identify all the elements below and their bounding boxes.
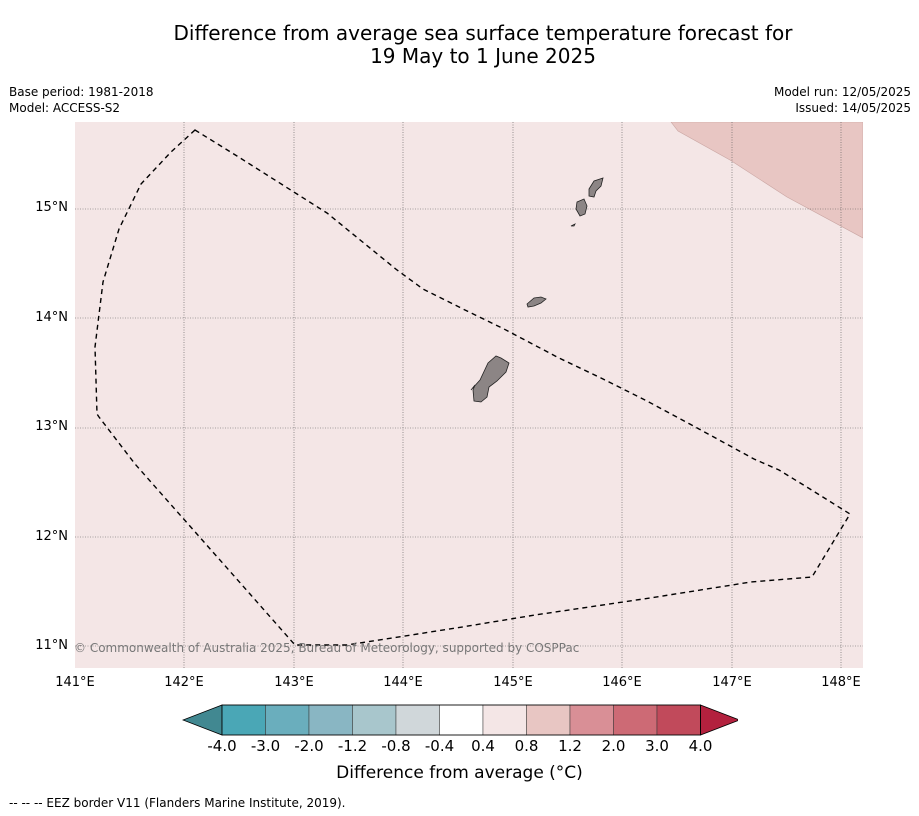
lat-label-11n: 11°N — [35, 638, 68, 653]
copyright-notice: © Commonwealth of Australia 2025, Bureau… — [74, 641, 580, 655]
colorbar-swatch — [439, 704, 484, 736]
lon-label-143e: 143°E — [274, 675, 314, 690]
meta-left: Base period: 1981-2018 Model: ACCESS-S2 — [9, 84, 154, 116]
land-masses — [470, 177, 604, 403]
map-title: Difference from average sea surface temp… — [0, 22, 919, 68]
title-line-1: Difference from average sea surface temp… — [173, 21, 793, 45]
colorbar-label: Difference from average (°C) — [336, 763, 583, 783]
lon-label-144e: 144°E — [383, 675, 423, 690]
island-saipan — [588, 177, 604, 198]
colorbar-tick-label: -1.2 — [337, 737, 368, 755]
lon-label-146e: 146°E — [602, 675, 642, 690]
colorbar-tick-label: -2.0 — [294, 737, 324, 755]
colorbar-swatch — [395, 704, 440, 736]
graticule — [75, 122, 863, 668]
colorbar-tick-label: -3.0 — [250, 737, 281, 755]
colorbar-tick-label: 0.8 — [514, 737, 539, 755]
colorbar-tick-label: -0.4 — [424, 737, 455, 755]
lon-label-147e: 147°E — [712, 675, 752, 690]
colorbar-swatch — [482, 704, 527, 736]
map-svg — [75, 122, 863, 668]
island-rota — [526, 296, 547, 308]
island-aguijan — [570, 223, 576, 227]
title-line-2: 19 May to 1 June 2025 — [370, 44, 596, 68]
map-area — [75, 122, 863, 668]
colorbar-tick-label: 4.0 — [688, 737, 713, 755]
colorbar-swatch — [265, 704, 310, 736]
colorbar-ticks: -4.0 -3.0 -2.0 -1.2 -0.8 -0.4 0.4 0.8 1.2 2.0 3.0 4… — [0, 737, 919, 757]
colorbar-outline — [221, 704, 701, 736]
lon-label-145e: 145°E — [493, 675, 533, 690]
colorbar-tick-label: 3.0 — [645, 737, 669, 755]
colorbar-tick-label: 0.4 — [471, 737, 495, 755]
lat-label-12n: 12°N — [35, 529, 68, 544]
island-tinian — [575, 198, 588, 217]
colorbar-swatch — [352, 704, 397, 736]
colorbar-swatch — [569, 704, 614, 736]
eez-footnote: -- -- -- EEZ border V11 (Flanders Marine… — [9, 796, 346, 810]
colorbar-swatch — [656, 704, 701, 736]
colorbar-swatch — [308, 704, 353, 736]
colorbar-swatch — [613, 704, 658, 736]
colorbar-tick-label: 1.2 — [558, 737, 582, 755]
colorbar-svg — [181, 704, 741, 736]
lon-label-141e: 141°E — [55, 675, 95, 690]
lat-label-15n: 15°N — [35, 200, 68, 215]
colorbar-extend-high — [700, 704, 741, 736]
meta-right: Model run: 12/05/2025 Issued: 14/05/2025 — [774, 84, 911, 116]
colorbar-tick-label: -4.0 — [207, 737, 237, 755]
colorbar-tick-label: 2.0 — [601, 737, 626, 755]
lon-label-142e: 142°E — [164, 675, 204, 690]
eez-border — [94, 129, 851, 646]
lat-label-13n: 13°N — [35, 419, 68, 434]
colorbar-swatch — [221, 704, 266, 736]
island-guam — [470, 355, 510, 403]
lon-label-148e: 148°E — [821, 675, 861, 690]
lat-label-14n: 14°N — [35, 310, 68, 325]
base-period: Base period: 1981-2018 — [9, 85, 154, 99]
colorbar-swatch — [526, 704, 571, 736]
issued-date: Issued: 14/05/2025 — [795, 101, 911, 115]
anomaly-background — [75, 122, 863, 668]
model-run: Model run: 12/05/2025 — [773, 85, 911, 99]
colorbar-tick-label: -0.8 — [381, 737, 411, 755]
colorbar-extend-low — [181, 704, 223, 736]
model-name: Model: ACCESS-S2 — [9, 101, 121, 115]
colorbar — [181, 704, 741, 740]
